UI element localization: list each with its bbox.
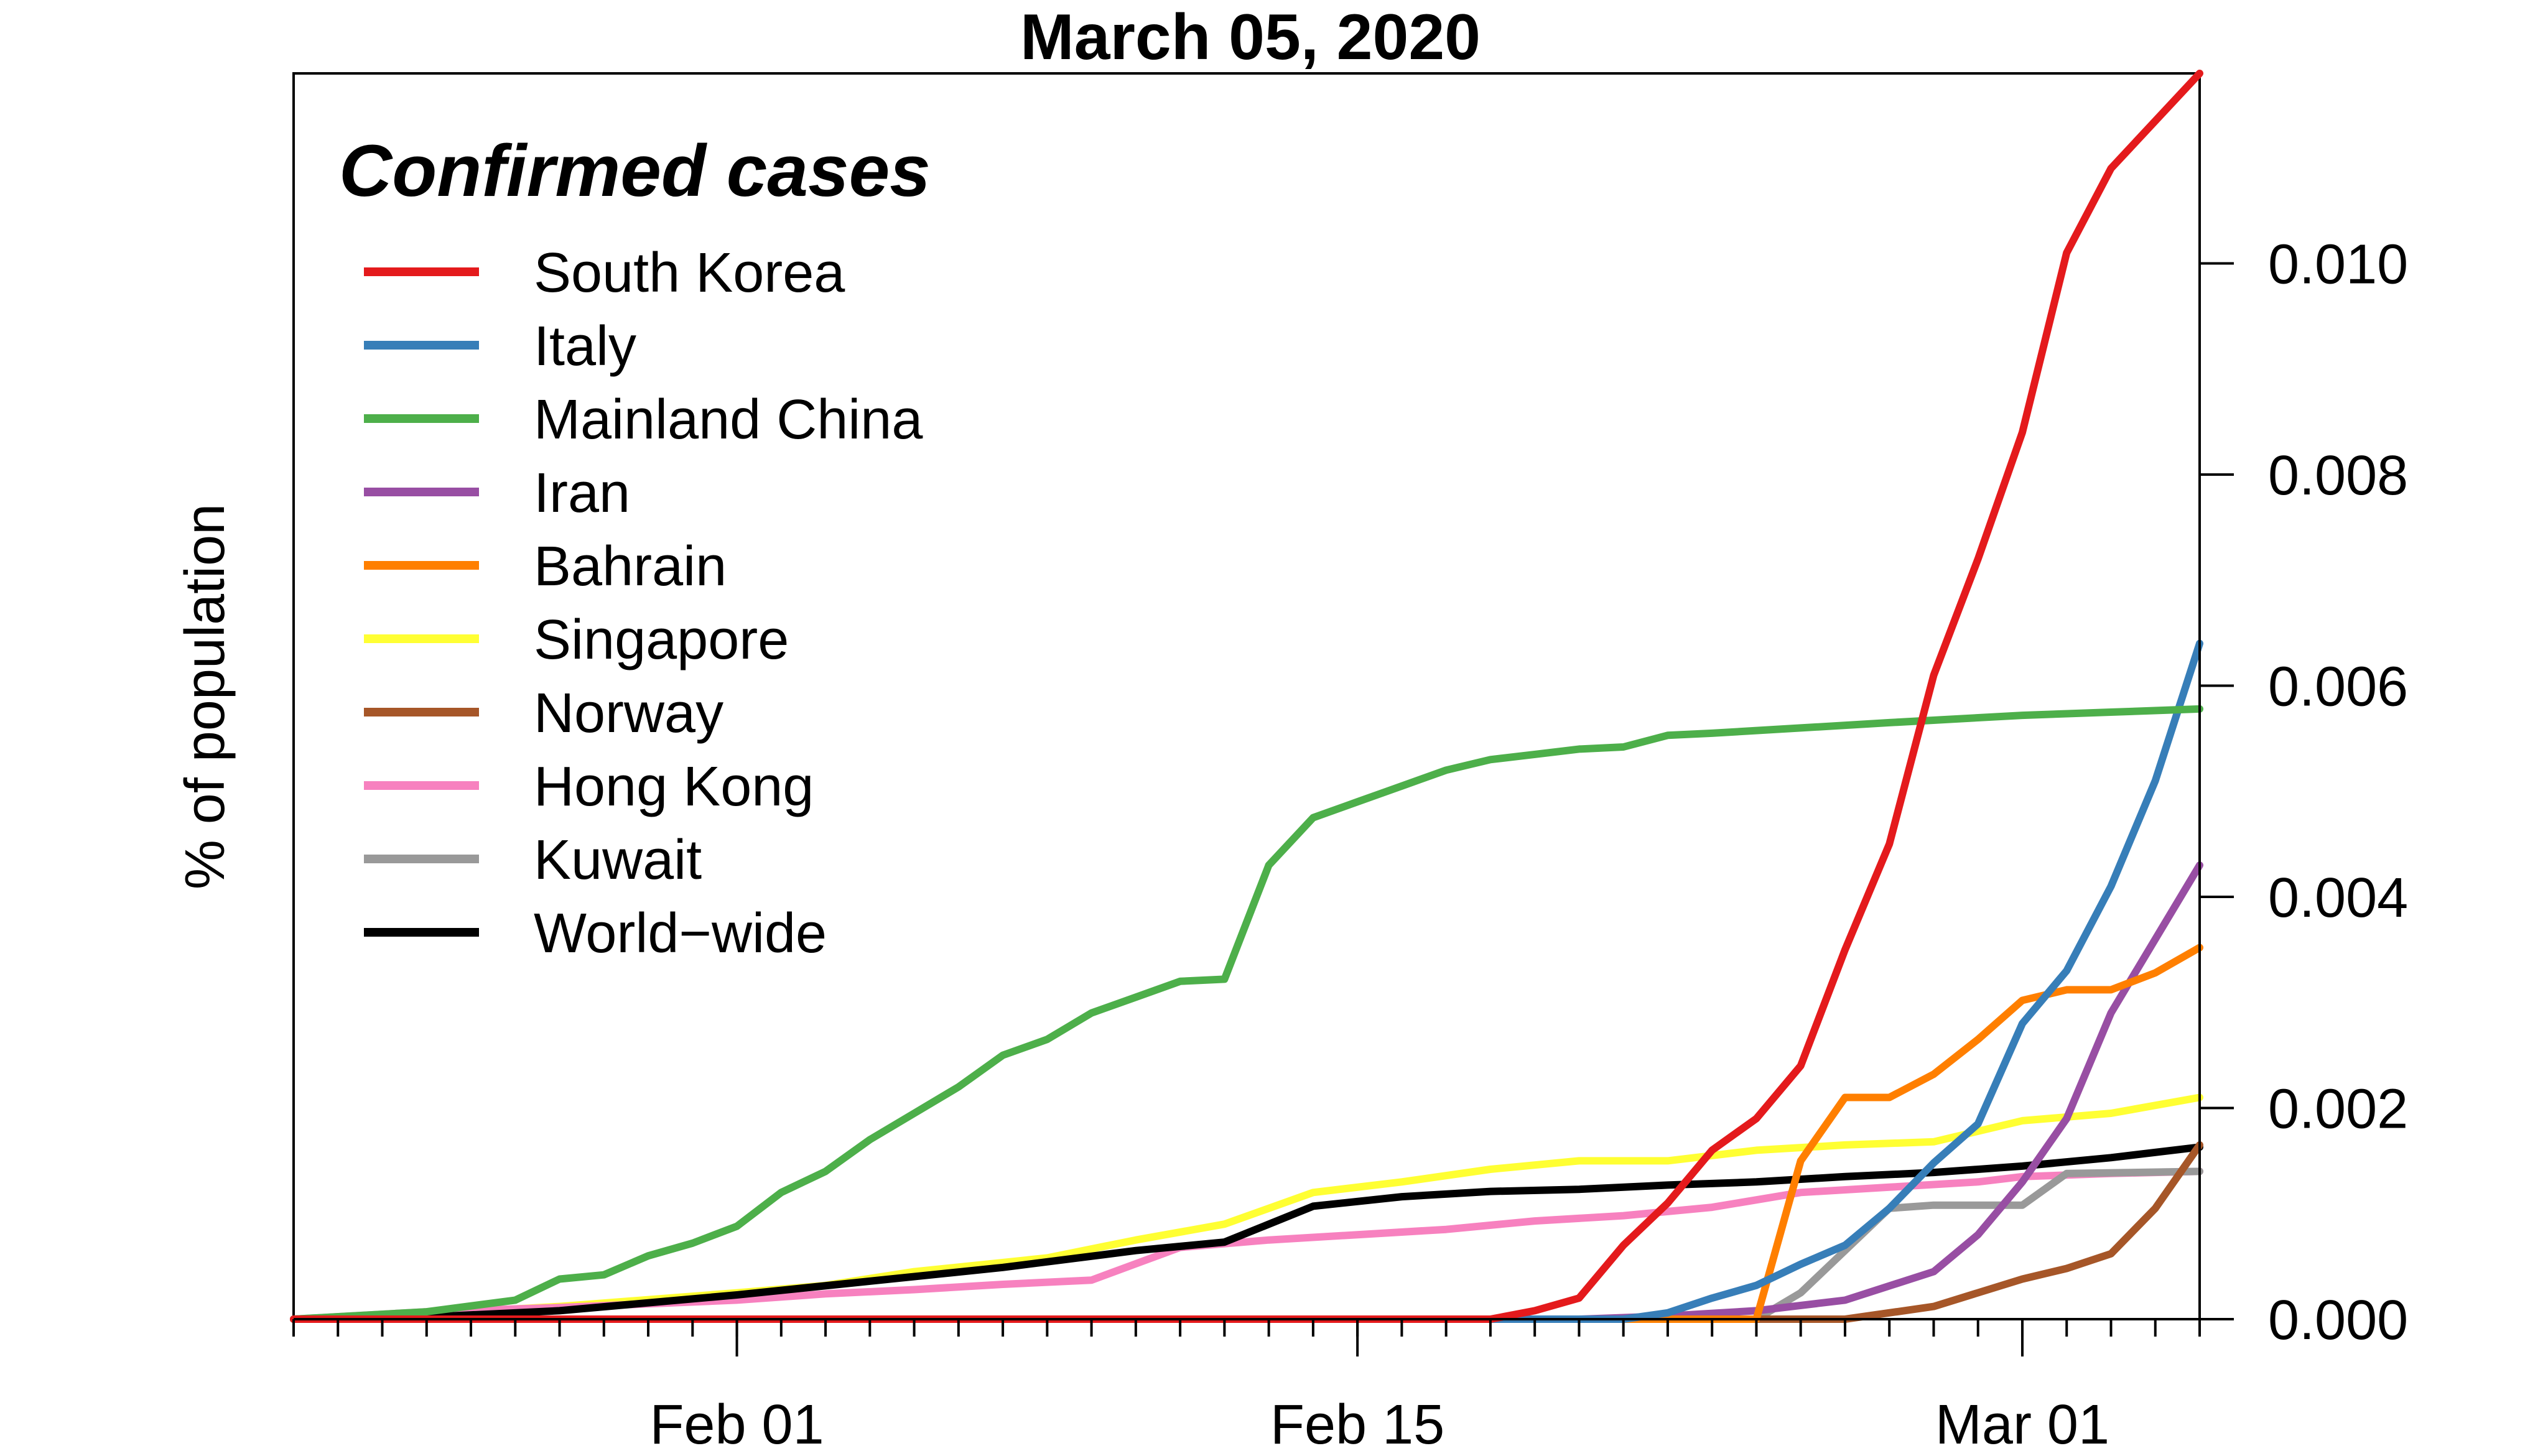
series-line-world-wide	[290, 1143, 2203, 1323]
series-line-norway	[290, 1141, 2203, 1323]
legend-label: Italy	[534, 315, 636, 378]
legend-label: Bahrain	[534, 536, 727, 598]
legend-label: South Korea	[534, 242, 845, 304]
legend-label: Iran	[534, 462, 630, 524]
series-line-italy	[290, 639, 2203, 1323]
legend-label: Kuwait	[534, 829, 702, 891]
y-tick-label: 0.010	[2268, 234, 2408, 296]
y-tick-label: 0.006	[2268, 656, 2408, 718]
series-line-mainland-china	[290, 705, 2203, 1323]
legend-items: South Korea Italy Mainland China Iran Bahrai…	[364, 242, 923, 965]
series-line-hong-kong	[290, 1167, 2203, 1323]
y-tick-label: 0.000	[2268, 1289, 2408, 1352]
legend-label: Mainland China	[534, 389, 923, 451]
x-tick-label: Mar 01	[1935, 1394, 2109, 1456]
legend: Confirmed cases South Korea Italy Mainland…	[339, 130, 931, 965]
y-tick-label: 0.008	[2268, 445, 2408, 507]
legend-title: Confirmed cases	[339, 130, 931, 212]
series-line-bahrain	[290, 944, 2203, 1323]
x-tick-label: Feb 01	[649, 1394, 824, 1456]
legend-label: Hong Kong	[534, 756, 814, 818]
x-axis: Feb 01 Feb 15 Mar 01	[292, 1318, 2201, 1456]
x-tick-label: Feb 15	[1270, 1394, 1444, 1456]
legend-label: Norway	[534, 682, 723, 744]
series-line-south-korea	[290, 70, 2203, 1323]
series-layer	[290, 70, 2203, 1323]
chart-title: March 05, 2020	[1020, 1, 1481, 73]
legend-label: Singapore	[534, 609, 789, 671]
y-tick-label: 0.002	[2268, 1078, 2408, 1141]
y-axis: 0.000 0.002 0.004 0.006 0.008 0.010	[2198, 234, 2408, 1352]
series-line-kuwait	[290, 1167, 2203, 1323]
y-axis-label: % of population	[174, 504, 236, 889]
y-tick-label: 0.004	[2268, 867, 2408, 929]
legend-label: World−wide	[534, 902, 827, 965]
